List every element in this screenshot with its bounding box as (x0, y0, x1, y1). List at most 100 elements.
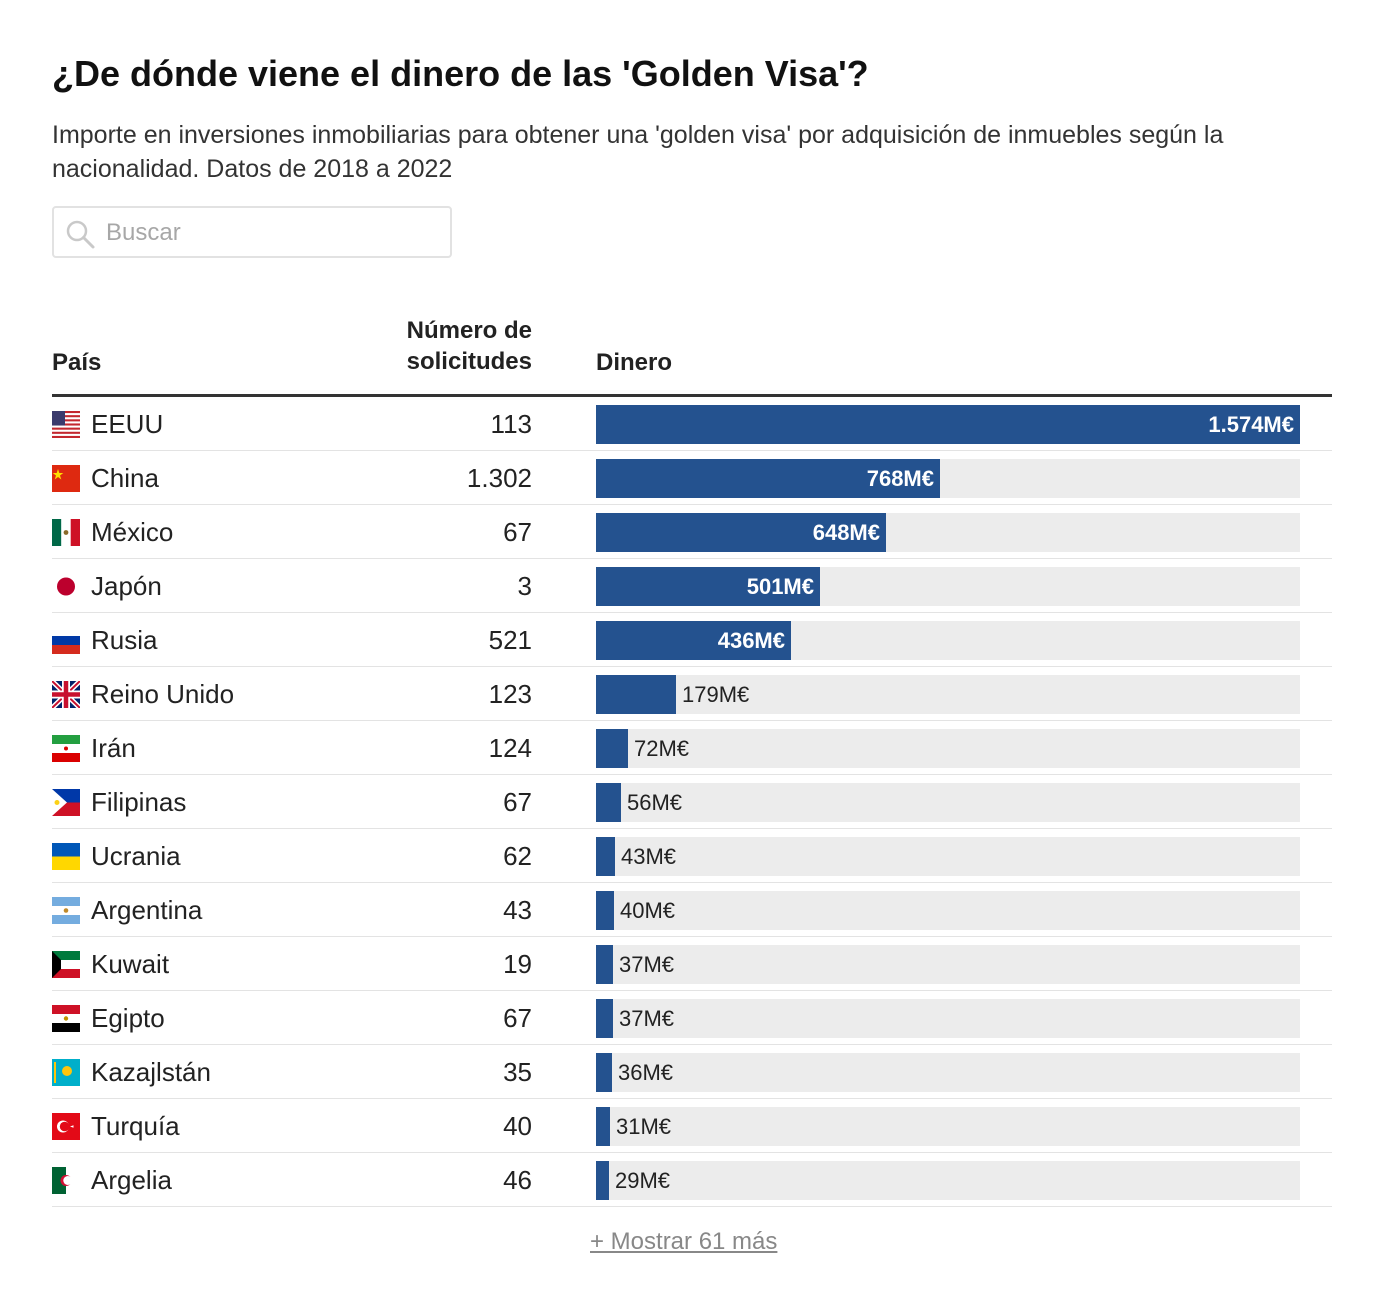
search-input[interactable] (106, 214, 436, 252)
bar-track: 648M€ (596, 513, 1300, 552)
application-count: 113 (490, 409, 532, 439)
algeria-flag-icon (52, 1167, 80, 1194)
money-bar (596, 945, 613, 984)
column-header-money[interactable]: Dinero (596, 349, 673, 376)
bar-track: 436M€ (596, 621, 1300, 660)
application-count: 19 (503, 949, 532, 979)
table-row-ucrania: Ucrania 62 43M€ (52, 829, 1332, 883)
column-header-country[interactable]: País (52, 349, 102, 376)
bar-track: 72M€ (596, 729, 1300, 768)
country-name: México (91, 517, 174, 547)
mexico-flag-icon (52, 519, 80, 546)
money-label: 56M€ (627, 790, 683, 815)
table-row-argelia: Argelia 46 29M€ (52, 1153, 1332, 1207)
bar-track: 37M€ (596, 945, 1300, 984)
money-label: 1.574M€ (1208, 412, 1294, 437)
country-name: Japón (91, 571, 162, 601)
argentina-flag-icon (52, 897, 80, 924)
bar-track: 31M€ (596, 1107, 1300, 1146)
application-count: 67 (503, 787, 532, 817)
bar-track: 36M€ (596, 1053, 1300, 1092)
application-count: 67 (503, 1003, 532, 1033)
application-count: 43 (503, 895, 532, 925)
application-count: 124 (488, 733, 532, 763)
country-name: Kuwait (91, 949, 170, 979)
country-name: Argelia (91, 1165, 172, 1195)
money-bar (596, 783, 621, 822)
show-more-link[interactable]: + Mostrar 61 más (590, 1228, 778, 1255)
bar-track: 179M€ (596, 675, 1300, 714)
column-header-count[interactable]: Número de solicitudes (406, 317, 532, 375)
money-bar (596, 675, 676, 714)
application-count: 35 (503, 1057, 532, 1087)
money-bar (596, 837, 615, 876)
table-row-eeuu: EEUU 113 1.574M€ (52, 397, 1332, 451)
country-name: China (91, 463, 159, 493)
application-count: 3 (517, 571, 532, 601)
money-label: 36M€ (618, 1060, 674, 1085)
table-row-japon: Japón 3 501M€ (52, 559, 1332, 613)
bar-track: 768M€ (596, 459, 1300, 498)
country-name: Rusia (91, 625, 158, 655)
country-name: Irán (91, 733, 136, 763)
country-name: Kazajlstán (91, 1057, 211, 1087)
money-bar (596, 1107, 610, 1146)
bar-track: 29M€ (596, 1161, 1300, 1200)
table-row-argentina: Argentina 43 40M€ (52, 883, 1332, 937)
application-count: 46 (503, 1165, 532, 1195)
application-count: 521 (488, 625, 532, 655)
application-count: 67 (503, 517, 532, 547)
money-label: 436M€ (717, 628, 785, 653)
application-count: 1.302 (466, 463, 532, 493)
country-name: Reino Unido (91, 679, 235, 709)
money-bar (596, 513, 886, 552)
money-bar (596, 1161, 609, 1200)
bar-track: 37M€ (596, 999, 1300, 1038)
page-subtitle: Importe en inversiones inmobiliarias par… (52, 121, 1224, 183)
table-row-iran: Irán 124 72M€ (52, 721, 1332, 775)
country-name: Filipinas (91, 787, 187, 817)
money-label: 648M€ (812, 520, 880, 545)
application-count: 62 (503, 841, 532, 871)
table-row-egipto: Egipto 67 37M€ (52, 991, 1332, 1045)
country-name: Ucrania (91, 841, 181, 871)
money-label: 40M€ (620, 898, 676, 923)
japan-flag-icon (52, 573, 80, 600)
money-label: 72M€ (634, 736, 690, 761)
country-name: Egipto (91, 1003, 165, 1033)
search-icon (66, 220, 95, 249)
search-box[interactable] (52, 206, 452, 258)
money-label: 768M€ (866, 466, 934, 491)
table-row-china: China 1.302 768M€ (52, 451, 1332, 505)
table-row-mexico: México 67 648M€ (52, 505, 1332, 559)
money-label: 37M€ (619, 952, 675, 977)
bar-track: 40M€ (596, 891, 1300, 930)
kazakhstan-flag-icon (52, 1059, 80, 1086)
page-title: ¿De dónde viene el dinero de las 'Golden… (52, 53, 869, 94)
money-label: 501M€ (746, 574, 814, 599)
country-table: EEUU 113 1.574M€ China 1.302 768M€ México 67 648… (52, 397, 1332, 1207)
money-bar (596, 567, 820, 606)
bar-track: 1.574M€ (596, 405, 1300, 444)
table-row-rusia: Rusia 521 436M€ (52, 613, 1332, 667)
country-name: EEUU (91, 409, 164, 439)
uk-flag-icon (52, 681, 80, 708)
bar-track: 43M€ (596, 837, 1300, 876)
country-name: Argentina (91, 895, 203, 925)
russia-flag-icon (52, 627, 80, 654)
egypt-flag-icon (52, 1005, 80, 1032)
table-row-kuwait: Kuwait 19 37M€ (52, 937, 1332, 991)
money-bar (596, 729, 628, 768)
china-flag-icon (52, 465, 80, 492)
money-label: 29M€ (615, 1168, 671, 1193)
money-bar (596, 405, 1300, 444)
application-count: 40 (503, 1111, 532, 1141)
country-name: Turquía (91, 1111, 180, 1141)
us-flag-icon (52, 411, 80, 438)
header-divider (52, 394, 1332, 397)
money-bar (596, 999, 613, 1038)
money-bar (596, 1053, 612, 1092)
philippines-flag-icon (52, 789, 80, 816)
money-label: 43M€ (621, 844, 677, 869)
ukraine-flag-icon (52, 843, 80, 870)
